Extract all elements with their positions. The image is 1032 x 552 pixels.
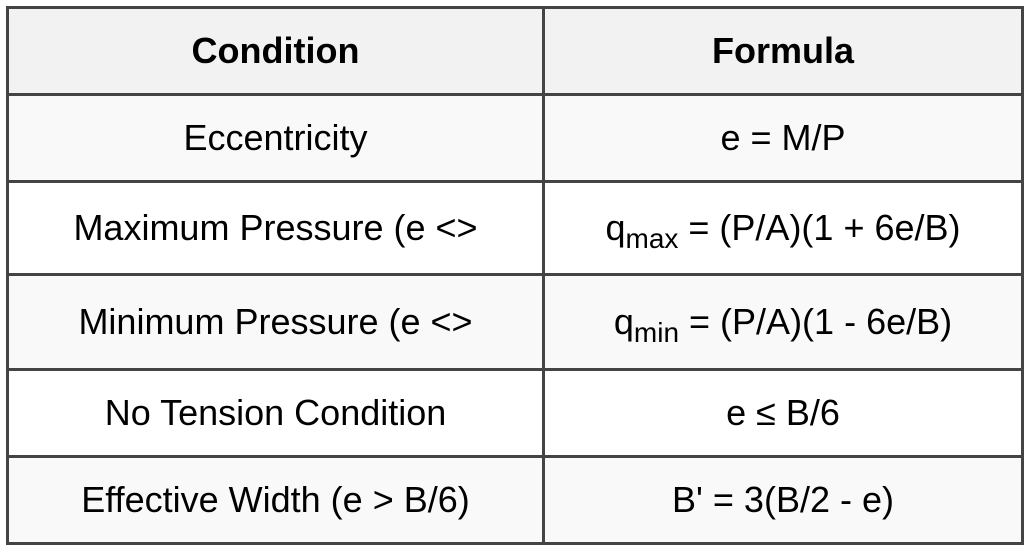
formula-rest: = (P/A)(1 - 6e/B) <box>679 301 953 342</box>
formula-cell: B' = 3(B/2 - e) <box>542 455 1024 545</box>
formula-cell: qmin = (P/A)(1 - 6e/B) <box>542 273 1024 371</box>
condition-cell: Maximum Pressure (e <> <box>6 180 545 276</box>
formula-subscript: max <box>625 223 679 254</box>
formula-subscript: min <box>633 317 680 348</box>
formula-cell: qmax = (P/A)(1 + 6e/B) <box>542 180 1024 276</box>
formula-base: q <box>613 301 634 342</box>
formula-cell: e = M/P <box>542 93 1024 183</box>
table-row: Minimum Pressure (e <> qmin = (P/A)(1 - … <box>6 273 1024 371</box>
condition-cell: Minimum Pressure (e <> <box>6 273 545 371</box>
formula-base: q <box>605 207 626 248</box>
condition-cell: Effective Width (e > B/6) <box>6 455 545 545</box>
header-row: Condition Formula <box>6 6 1024 96</box>
table-row: No Tension Condition e ≤ B/6 <box>6 368 1024 458</box>
formula-rest: = (P/A)(1 + 6e/B) <box>678 207 961 248</box>
condition-cell: Eccentricity <box>6 93 545 183</box>
formula-table: Condition Formula Eccentricity e = M/P M… <box>6 6 1024 545</box>
header-condition: Condition <box>6 6 545 96</box>
table-row: Eccentricity e = M/P <box>6 93 1024 183</box>
table-row: Effective Width (e > B/6) B' = 3(B/2 - e… <box>6 455 1024 545</box>
formula-cell: e ≤ B/6 <box>542 368 1024 458</box>
table-row: Maximum Pressure (e <> qmax = (P/A)(1 + … <box>6 180 1024 276</box>
condition-cell: No Tension Condition <box>6 368 545 458</box>
header-formula: Formula <box>542 6 1024 96</box>
